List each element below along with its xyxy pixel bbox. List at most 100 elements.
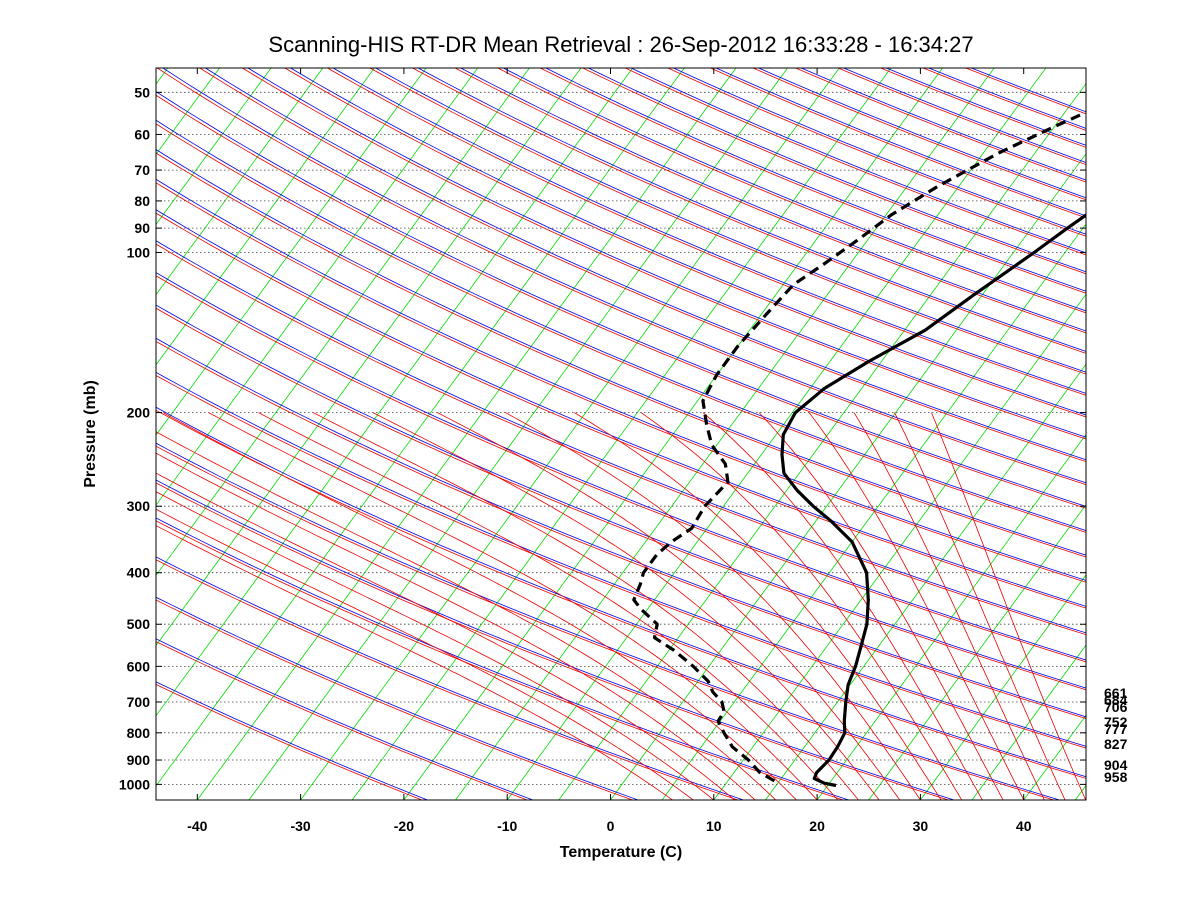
dry-adiabat-line <box>156 638 533 800</box>
dry-adiabat-line <box>156 212 1086 609</box>
dry-adiabat-line <box>156 371 1086 747</box>
x-tick-label: 30 <box>913 818 929 834</box>
dry-adiabat-line <box>630 68 1086 254</box>
dry-adiabat-line <box>156 556 744 800</box>
dry-adiabat-line <box>205 68 1086 461</box>
moist-adiabat-line <box>156 491 715 800</box>
profiles <box>632 110 1086 788</box>
y-tick-label: 500 <box>127 616 151 632</box>
dry-adiabat-line <box>156 375 1086 749</box>
dewpoint-profile <box>632 110 1086 783</box>
isotherm-line <box>0 68 65 800</box>
y-tick-label: 50 <box>134 84 150 100</box>
x-tick-label: -10 <box>497 818 517 834</box>
plot-frame <box>155 67 1087 801</box>
moist-adiabat-line <box>163 412 797 800</box>
dry-adiabat-line <box>545 68 1086 292</box>
y-tick-label: 70 <box>134 162 150 178</box>
isotherm-line <box>156 68 375 366</box>
dry-adiabat-line <box>673 68 1086 235</box>
y-tick-label: 80 <box>134 193 150 209</box>
dry-adiabat-line <box>156 340 1086 719</box>
dry-adiabat-line <box>588 68 1086 273</box>
right-level-label: 684 <box>1104 692 1128 708</box>
dry-adiabat-line <box>156 119 1086 531</box>
moist-adiabat-line <box>808 412 1025 800</box>
dry-adiabat-line <box>454 68 1086 334</box>
moist-adiabat-line <box>156 452 756 800</box>
isotherm-line <box>403 68 943 800</box>
dry-adiabat-line <box>667 68 1086 237</box>
moist-adiabat-line <box>505 412 921 800</box>
dry-adiabat-line <box>242 68 1086 440</box>
dry-adiabat-line <box>156 599 633 800</box>
dry-adiabat-line <box>156 91 1086 507</box>
x-axis-label: Temperature (C) <box>560 844 682 861</box>
isotherm-line <box>506 68 1047 800</box>
background-lines <box>0 68 1086 800</box>
dry-adiabat-line <box>369 68 1086 375</box>
y-tick-label: 900 <box>127 752 151 768</box>
dry-adiabat-line <box>156 209 1086 607</box>
right-level-label: 706 <box>1104 699 1128 715</box>
x-tick-label: 10 <box>706 818 722 834</box>
x-tick-label: 40 <box>1016 818 1032 834</box>
isotherm-line <box>1074 784 1086 800</box>
isotherm-line <box>765 363 1086 800</box>
isotherm-line <box>156 68 530 577</box>
y-tick-label: 200 <box>127 405 151 421</box>
right-level-label: 777 <box>1104 721 1128 737</box>
dry-adiabat-line <box>156 442 1060 800</box>
dry-adiabat-line <box>156 149 1086 556</box>
dry-adiabat-line <box>156 406 1086 778</box>
x-tick-label: -30 <box>290 818 310 834</box>
dry-adiabat-line <box>540 68 1086 294</box>
x-ticks: -40 -30 -20 -10 0 10 20 30 40 <box>187 68 1032 834</box>
dry-adiabat-line <box>156 304 1086 689</box>
chart-title: Scanning-HIS RT-DR Mean Retrieval : 26-S… <box>268 32 973 57</box>
right-level-label: 661 <box>1104 685 1128 701</box>
y-ticks: 50 60 70 80 90 100 200 300 400 500 600 700 800 900 100… <box>119 84 1086 792</box>
isotherm-line <box>816 433 1086 800</box>
moist-adiabat-line <box>640 412 963 800</box>
isotherm-line <box>248 68 788 800</box>
dry-adiabat-line <box>156 559 738 800</box>
dry-adiabat-line <box>157 68 1086 486</box>
right-level-label: 752 <box>1104 714 1128 730</box>
dry-adiabat-line <box>715 68 1086 217</box>
moist-adiabat-line <box>156 472 735 800</box>
dry-adiabat-line <box>199 68 1086 463</box>
dry-adiabat-line <box>284 68 1086 418</box>
isotherm-line <box>156 68 634 717</box>
x-tick-label: -20 <box>394 818 414 834</box>
moist-adiabat-line <box>156 431 777 800</box>
y-tick-label: 90 <box>134 220 150 236</box>
dry-adiabat-line <box>156 409 1086 779</box>
moist-adiabat-line <box>437 412 901 800</box>
right-level-label: 827 <box>1104 736 1128 752</box>
dry-adiabat-line <box>156 520 844 800</box>
x-tick-label: 20 <box>809 818 825 834</box>
dry-adiabat-line <box>156 240 1086 634</box>
isotherm-line <box>0 68 13 800</box>
dry-adiabat-line <box>156 182 1086 583</box>
dry-adiabat-line <box>497 68 1086 314</box>
isotherm-line <box>156 68 272 226</box>
moist-adiabat-line <box>313 412 859 800</box>
isotherm-line <box>351 68 892 800</box>
moist-adiabat-line <box>208 412 818 800</box>
isotherm-line <box>558 82 1086 800</box>
dry-adiabat-line <box>332 68 1086 394</box>
y-tick-label: 1000 <box>119 776 150 792</box>
isotherm-line <box>156 68 582 647</box>
isotherm-line <box>156 68 324 296</box>
moist-adiabat-line <box>156 525 673 800</box>
moist-adiabat-line <box>702 412 983 800</box>
moist-adiabat-line <box>894 412 1066 800</box>
isotherm-line <box>920 574 1086 800</box>
dry-adiabat-line <box>503 68 1086 312</box>
dry-adiabat-line <box>156 94 1086 509</box>
isotherm-line <box>156 68 479 506</box>
isotherm-line <box>196 68 737 800</box>
